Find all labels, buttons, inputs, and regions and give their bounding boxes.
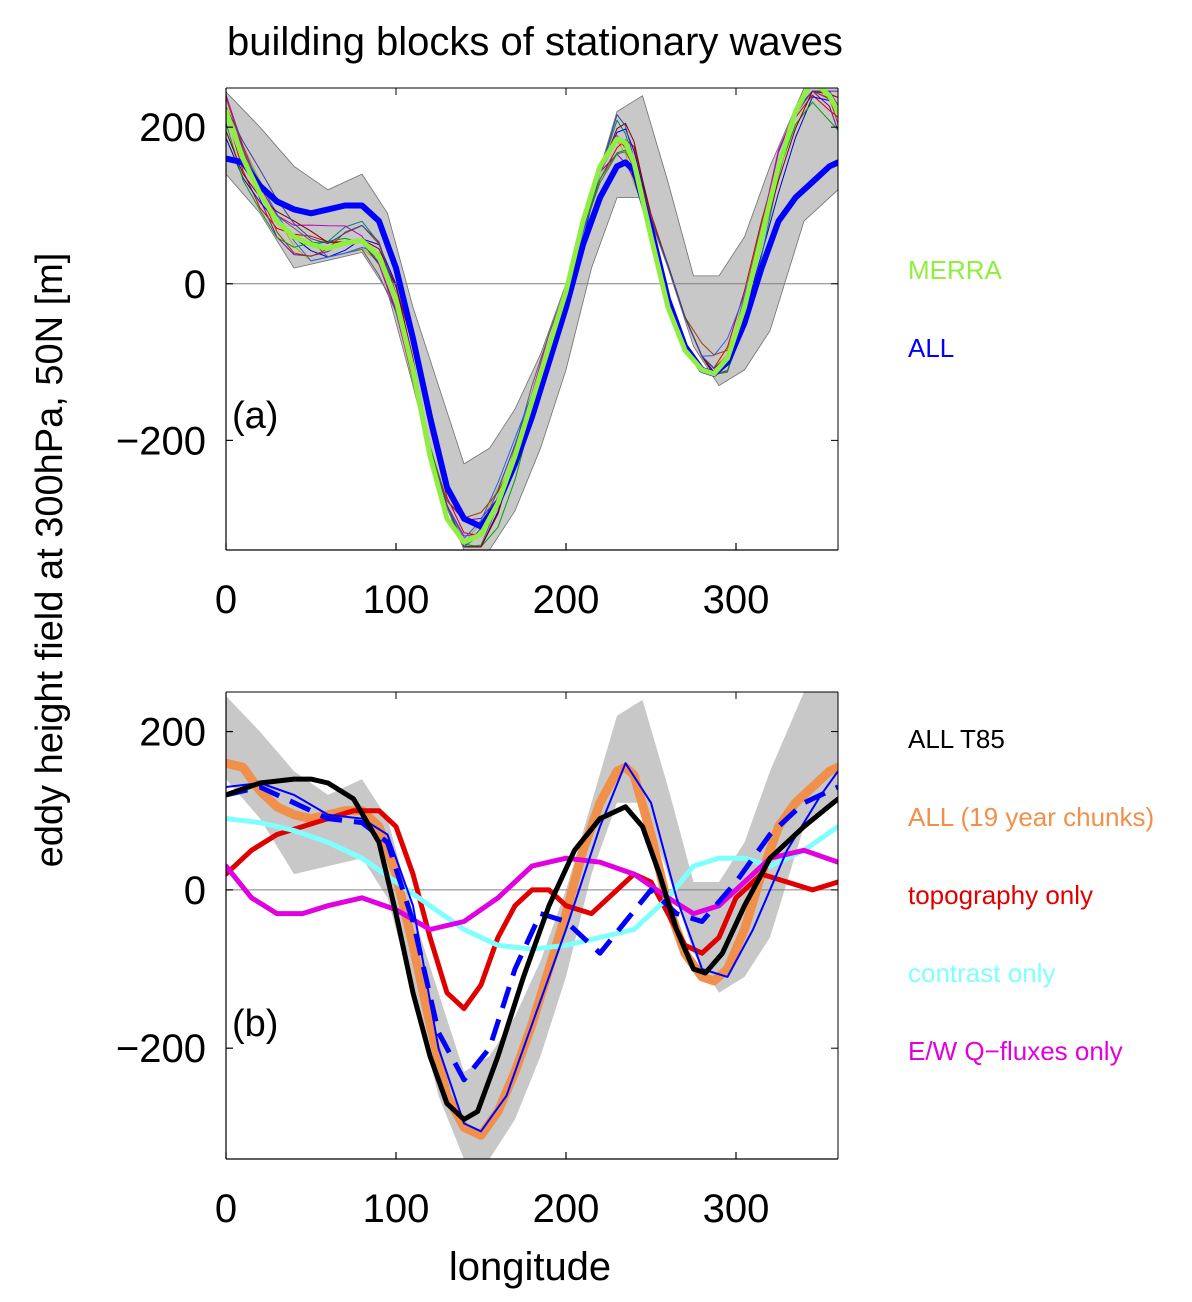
series-line [226, 762, 838, 1133]
y-tick-label: −200 [116, 419, 206, 463]
y-tick-label: 200 [139, 106, 206, 150]
panel-label: (a) [232, 395, 278, 437]
panel-a: 0 100 200 300 −200 0 200 (a) [116, 87, 839, 622]
y-tick-label: 0 [184, 263, 206, 307]
x-tick-label: 100 [363, 1187, 430, 1231]
contrast-only-line [226, 816, 838, 952]
panel-label: (b) [232, 1003, 278, 1045]
y-tick-label: 200 [139, 711, 206, 755]
all-19-year-chunks--line [226, 758, 838, 1140]
e-w-q-fluxes-only-line [226, 847, 838, 932]
panel-b: 0 100 200 300 −200 0 200 (b) [116, 691, 839, 1231]
series-line [226, 784, 838, 1083]
x-tick-label: 300 [703, 1187, 770, 1231]
legend-all-t85: ALL T85 [908, 724, 1005, 754]
x-tick-label: 100 [363, 578, 430, 622]
y-axis-label: eddy height field at 300hPa, 50N [m] [29, 253, 71, 868]
x-axis-label: longitude [449, 1245, 611, 1289]
y-tick-label: −200 [116, 1027, 206, 1071]
legend-all-19yr: ALL (19 year chunks) [908, 802, 1154, 832]
x-tick-label: 300 [703, 578, 770, 622]
plot-area [226, 88, 838, 550]
topography-only-line [226, 808, 838, 1012]
x-tick-label: 0 [215, 578, 237, 622]
y-tick-label: 0 [184, 869, 206, 913]
merra-line [226, 88, 838, 545]
all-t85-line [226, 776, 838, 1122]
x-tick-label: 200 [533, 1187, 600, 1231]
legend-panel-a: MERRA ALL [908, 255, 1003, 363]
legend-all: ALL [908, 333, 954, 363]
legend-contrast: contrast only [908, 958, 1055, 988]
legend-merra: MERRA [908, 255, 1003, 285]
figure-title: building blocks of stationary waves [227, 20, 843, 64]
legend-panel-b: ALL T85 ALL (19 year chunks) topography … [908, 724, 1154, 1066]
plot-area [226, 692, 838, 1159]
legend-qfluxes: E/W Q−fluxes only [908, 1036, 1123, 1066]
x-tick-label: 0 [215, 1187, 237, 1231]
all-line [226, 155, 838, 530]
legend-topography: topography only [908, 880, 1093, 910]
x-tick-label: 200 [533, 578, 600, 622]
